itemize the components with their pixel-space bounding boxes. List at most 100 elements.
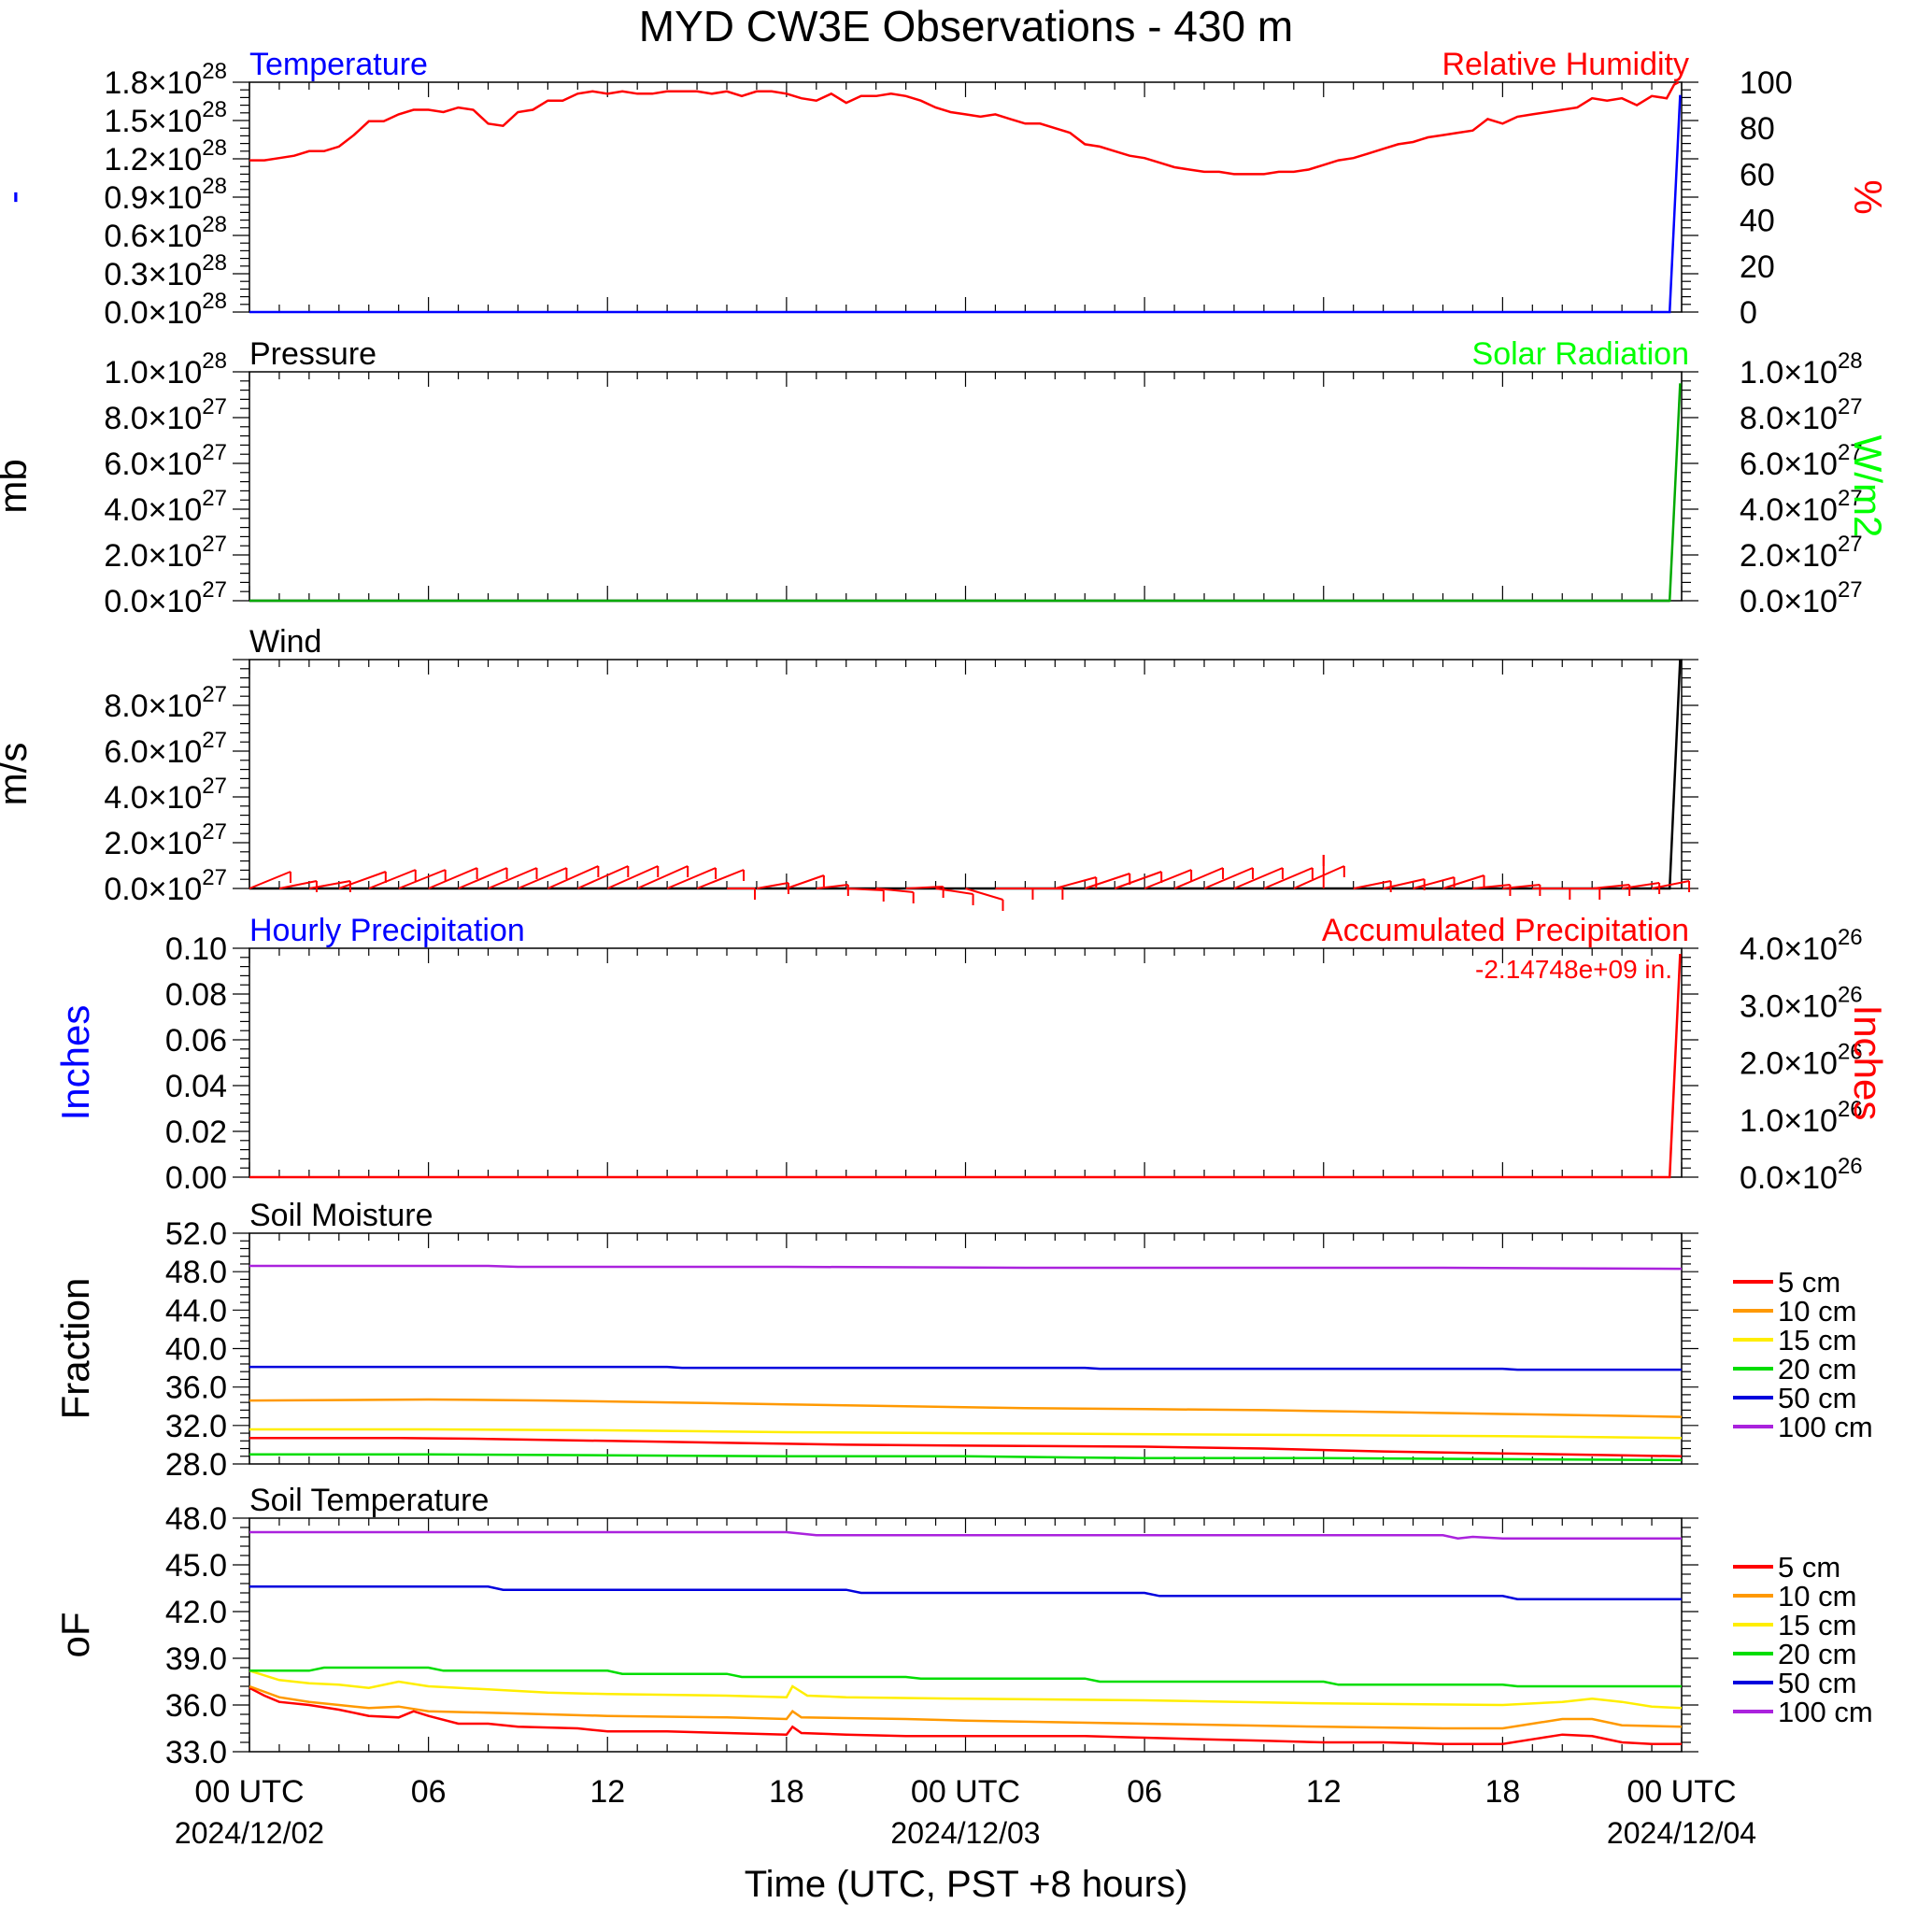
wind-barb [1233,867,1284,889]
y-tick-label: 42.0 [165,1595,227,1630]
series-line [249,383,1682,603]
legend-entry: 15 cm [1778,1609,1856,1641]
wind-barb [636,865,689,889]
y-tick-label: 2.0×1027 [104,532,227,574]
y-tick-label: 0.06 [165,1023,227,1058]
y2-tick-label: 0.0×1027 [1740,577,1863,619]
wind-barb [666,867,717,889]
y-tick-label: 1.5×1028 [104,97,227,139]
series-line-5cm [249,1686,1682,1745]
y2-tick-label: 2.0×1026 [1740,1040,1863,1082]
y-tick-label: 6.0×1027 [104,440,227,482]
panel-title-left: Soil Moisture [249,1198,433,1233]
wind-barb [1592,884,1630,889]
y-tick-label: 52.0 [165,1216,227,1252]
y-axis-unit: m/s [0,743,35,806]
y-tick-label: 0.08 [165,977,227,1013]
panel-title-left: Soil Temperature [249,1483,489,1518]
wind-barb [1263,867,1314,889]
panel-title-left: Temperature [249,47,428,82]
x-axis-label: Time (UTC, PST +8 hours) [745,1864,1188,1905]
series-line [249,659,1682,890]
series-line-15cm [249,1669,1683,1710]
legend-entry: 10 cm [1778,1295,1856,1328]
panel-soil-moisture: 28.032.036.040.0 44.048.052.0 Soil Moistur… [53,1198,1873,1483]
y-tick-label: 0.0×1028 [104,289,227,331]
series-line-10cm [249,1398,1683,1418]
y-tick-label: 0.3×1028 [104,250,227,292]
y-axis-unit: oF [53,1612,97,1657]
panel-title-left: Wind [249,624,321,660]
wind-barb [338,871,387,889]
y-axis-unit: Inches [53,1005,97,1121]
legend-entry: 5 cm [1778,1266,1840,1299]
legend-entry: 20 cm [1778,1638,1856,1670]
wind-barb [965,888,1003,901]
y-tick-label: 0.6×1028 [104,212,227,254]
wind-barb [1203,867,1254,889]
wind-barb [278,880,318,889]
x-tick-label: 00 UTC [1627,1774,1736,1810]
series-line-20cm [249,1453,1683,1462]
y-tick-label: 0.04 [165,1069,227,1104]
wind-barb [428,867,478,889]
panels: 0.0×10280.3×10280.6×10280.9×10281.2×1028… [0,47,1890,1850]
y-tick-label: 28.0 [165,1447,227,1483]
wind-barb [547,865,599,889]
wind-barb [1173,867,1224,889]
y2-tick-label: 2.0×1027 [1740,532,1863,574]
wind-barb [308,880,351,889]
series-line-100cm [249,1264,1683,1271]
wind-barb [696,869,745,889]
x-tick-date: 2024/12/04 [1607,1816,1756,1850]
wind-barb [1442,874,1485,889]
wind-barb [1144,869,1192,889]
y-tick-label: 0.0×1027 [104,865,227,907]
y-tick-label: 6.0×1027 [104,728,227,770]
series-line-15cm [249,1428,1683,1440]
y-tick-label: 2.0×1027 [104,819,227,861]
y-tick-label: 40.0 [165,1332,227,1368]
x-tick-label: 06 [1127,1774,1162,1810]
panel-title-right: Accumulated Precipitation [1322,913,1689,948]
plot-frame [249,947,1683,1178]
series-line-50cm [249,1585,1682,1600]
x-tick-label: 12 [590,1774,625,1810]
y-tick-label: 1.8×1028 [104,59,227,101]
wind-barb [1502,884,1541,889]
y2-tick-label: 1.0×1026 [1740,1097,1863,1139]
wind-barb [1353,880,1391,889]
wind-barb [875,888,914,893]
y2-tick-label: 80 [1740,111,1775,147]
y-axis-unit: Fraction [53,1278,97,1420]
x-tick-label: 00 UTC [911,1774,1020,1810]
y-tick-label: 1.0×1028 [104,348,227,391]
x-tick-label: 18 [769,1774,804,1810]
y2-tick-label: 0.0×1026 [1740,1154,1863,1196]
y-tick-label: 8.0×1027 [104,394,227,436]
series-line-100cm [249,1530,1682,1540]
plot-frame [249,371,1683,602]
y-tick-label: 0.0×1027 [104,577,227,619]
y2-tick-label: 0 [1740,295,1757,331]
panel-wind: 0.0×10272.0×10274.0×10276.0×10278.0×1027… [0,624,1698,911]
legend-entry: 20 cm [1778,1353,1856,1385]
y2-tick-label: 1.0×1028 [1740,348,1863,391]
y-tick-label: 48.0 [165,1255,227,1290]
y2-tick-label: 100 [1740,65,1793,101]
series-line-10cm [249,1684,1683,1730]
wind-barb [756,882,789,889]
series-line-20cm [249,1666,1682,1688]
y-tick-label: 0.00 [165,1160,227,1196]
y-tick-label: 45.0 [165,1548,227,1584]
y2-axis-unit: % [1846,179,1890,214]
y2-axis-unit: Inches [1846,1005,1890,1121]
x-tick-label: 00 UTC [194,1774,304,1810]
y-axis-unit: mb [0,459,35,513]
wind-barb [1621,882,1660,889]
y-tick-label: 36.0 [165,1371,227,1406]
legend-entry: 50 cm [1778,1667,1856,1699]
series-line-5cm [249,1436,1683,1458]
y2-tick-label: 4.0×1026 [1740,925,1863,967]
series-line [249,954,1682,1179]
